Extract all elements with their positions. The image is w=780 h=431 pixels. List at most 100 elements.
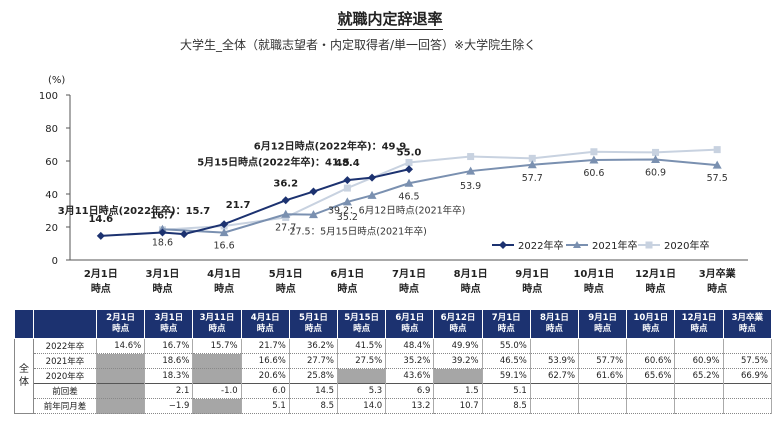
x-tick-label: 時点: [214, 282, 234, 295]
table-cell: 2.1: [144, 383, 194, 399]
table-cell: 57.5%: [722, 353, 773, 369]
table-cell: [626, 398, 676, 414]
column-header-text: 5月15日: [344, 313, 379, 323]
table-cell: 35.2%: [385, 353, 435, 369]
data-point: [652, 148, 660, 156]
table-cell: [95, 353, 146, 369]
column-header-text: 時点: [738, 324, 756, 334]
x-tick-label: 6月1日: [330, 268, 364, 280]
legend-label: 2022年卒: [518, 239, 563, 252]
table-column-header: 6月1日 時点: [385, 309, 435, 339]
table-row-label: 2020年卒: [33, 368, 97, 384]
column-header-text: 4月1日: [250, 313, 280, 323]
table-cell: [722, 338, 773, 354]
column-header-text: 3月1日: [154, 313, 184, 323]
x-tick-label: 9月1日: [515, 268, 549, 280]
data-table: 2月1日 時点 3月1日 時点 3月11日 時点 4月1日 時点 5月1日 時点 5月15日 時点 6月…: [14, 309, 773, 414]
data-point: [405, 158, 413, 166]
group-label-text: 体: [19, 377, 29, 388]
legend-marker: [499, 241, 507, 249]
x-tick-label: 3月卒業: [699, 267, 737, 280]
data-point: [404, 178, 414, 187]
table-cell: 5.1: [240, 398, 290, 414]
x-tick-label: 時点: [276, 282, 296, 295]
table-cell: 6.0: [240, 383, 290, 399]
column-header-text: 8月1日: [540, 313, 569, 323]
table-cell: [674, 338, 724, 354]
table-cell: 13.2: [385, 398, 435, 414]
table-cell: 43.6%: [385, 368, 435, 384]
table-cell: 61.6%: [578, 368, 628, 384]
column-header-text: 10月1日: [633, 313, 669, 323]
table-cell: [95, 398, 146, 414]
y-unit-label: (%): [48, 75, 65, 86]
y-tick-label: 40: [45, 190, 58, 201]
table-cell: [626, 383, 676, 399]
table-cell: [95, 383, 146, 399]
data-label: 21.7: [226, 200, 251, 211]
data-label: 5月15日時点(2022年卒)：41.5: [197, 156, 350, 169]
table-cell: 27.7%: [288, 353, 339, 369]
table-column-header: 5月15日 時点: [337, 309, 387, 339]
data-point: [309, 187, 318, 196]
data-point: [342, 197, 352, 206]
table-row: 前回差 2.1 -1.0 6.0 14.5 5.3 6.9 1.5 5.1: [15, 383, 773, 399]
y-tick-label: 0: [52, 256, 58, 267]
table-cell: [192, 368, 242, 384]
x-tick-label: 4月1日: [207, 268, 241, 280]
data-point: [180, 230, 189, 239]
data-label: 35.2: [337, 212, 358, 223]
table-cell: −1.9: [144, 398, 194, 414]
data-point: [590, 148, 598, 156]
table-cell: 8.5: [288, 398, 339, 414]
group-label-text: 全: [19, 364, 29, 375]
table-header-blank: [14, 309, 34, 339]
table-column-header: 6月12日 時点: [433, 309, 483, 339]
series-line: [162, 148, 718, 231]
table-cell: [626, 338, 676, 354]
x-tick-label: 時点: [522, 282, 542, 295]
table-column-header: 9月1日 時点: [578, 309, 628, 339]
table-cell: [433, 368, 483, 384]
x-tick-label: 8月1日: [454, 268, 488, 280]
table-cell: 14.0: [337, 398, 387, 414]
table-cell: 21.7%: [240, 338, 290, 354]
data-label: 27.7: [275, 222, 296, 233]
table-cell: [722, 398, 773, 414]
legend-label: 2020年卒: [664, 239, 709, 252]
column-header-text: 時点: [112, 324, 130, 334]
data-label: 36.2: [273, 178, 298, 189]
data-label: 6月12日時点(2022年卒)：49.9: [254, 140, 407, 153]
data-label: 57.5: [707, 173, 728, 184]
table-group-label: 全体: [14, 338, 34, 414]
data-point: [589, 155, 599, 164]
column-header-text: 時点: [256, 324, 274, 334]
column-header-text: 時点: [160, 324, 178, 334]
column-header-text: 7月1日: [491, 313, 521, 323]
column-header-text: 時点: [401, 324, 419, 334]
data-label: 60.6: [583, 168, 604, 179]
table-header-blank: [33, 309, 97, 339]
table-row-label: 前回差: [33, 383, 97, 399]
data-point: [405, 165, 413, 174]
data-label: 39.2：6月12日時点(2021年卒): [328, 204, 465, 216]
legend-marker: [645, 241, 653, 249]
table-cell: [95, 368, 146, 384]
table-cell: [529, 398, 580, 414]
table-cell: 14.5: [288, 383, 339, 399]
data-point: [467, 153, 475, 161]
column-header-text: 時点: [690, 324, 708, 334]
data-point: [368, 173, 377, 182]
table-row: 2020年卒 18.3% 20.6% 25.8% 43.6% 59.1% 62.7% 61.6…: [15, 368, 773, 384]
column-header-text: 6月12日: [440, 313, 476, 323]
table-cell: 5.1: [481, 383, 531, 399]
table-cell: 59.1%: [481, 368, 531, 384]
x-tick-label: 5月1日: [269, 268, 303, 280]
table-cell: 53.9%: [529, 353, 580, 369]
table-cell: 36.2%: [288, 338, 339, 354]
table-cell: 55.0%: [481, 338, 531, 354]
data-label: 48.4: [335, 158, 360, 169]
data-point: [158, 228, 167, 237]
data-point: [651, 155, 661, 164]
